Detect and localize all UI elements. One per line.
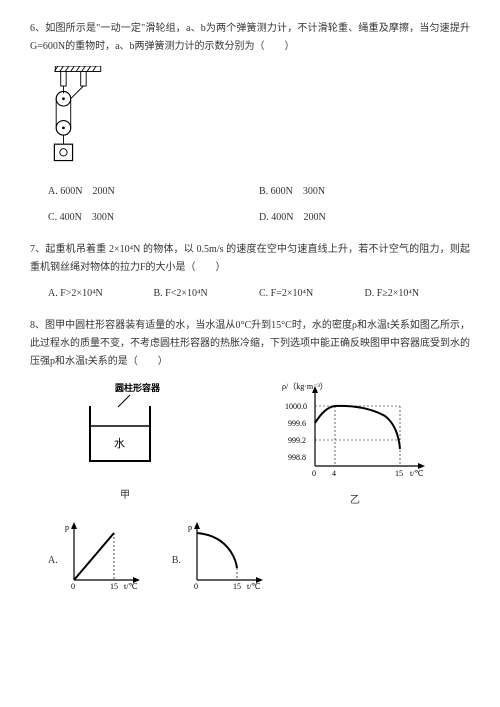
pulley-diagram	[48, 66, 108, 166]
svg-text:0: 0	[71, 582, 75, 590]
water-label: 水	[114, 437, 125, 450]
option-a-graph: p t/℃ 0 15	[62, 520, 142, 590]
q7-option-a: A. F>2×10⁴N	[48, 285, 154, 303]
q7-body: 起重机吊着重 2×10⁴N 的物体，以 0.5m/s 的速度在空中匀速直线上升，…	[30, 244, 470, 273]
svg-text:t/℃: t/℃	[124, 582, 137, 590]
x-15: 15	[395, 469, 403, 478]
y-1000: 1000.0	[285, 402, 307, 411]
question-6: 6、如图所示是"一动一定"滑轮组，a、b为两个弹簧测力计，不计滑轮重、绳重及摩擦…	[30, 20, 470, 227]
q6-option-a: A. 600N 200N	[48, 183, 259, 201]
q8-option-a: A. p t/℃ 0 15	[48, 520, 142, 590]
q6-figure	[48, 66, 470, 173]
option-b-graph: p t/℃ 0 15	[185, 520, 265, 590]
x-4: 4	[332, 469, 336, 478]
q6-option-b: B. 600N 300N	[259, 183, 470, 201]
q7-text: 7、起重机吊着重 2×10⁴N 的物体，以 0.5m/s 的速度在空中匀速直线上…	[30, 241, 470, 277]
y-axis-label: ρ/（kg·m⁻³）	[282, 382, 328, 391]
y-9996: 999.6	[288, 419, 306, 428]
yi-label: 乙	[280, 492, 430, 510]
q7-option-d: D. F≥2×10⁴N	[365, 285, 471, 303]
container-label-text: 圆柱形容器	[115, 382, 161, 393]
svg-text:0: 0	[194, 582, 198, 590]
svg-text:t/℃: t/℃	[247, 582, 260, 590]
container-diagram: 圆柱形容器 水	[70, 381, 180, 476]
q8-body: 图甲中圆柱形容器装有适量的水，当水温从0°C升到15°C时，水的密度ρ和水温t关…	[30, 320, 470, 367]
opt-b-letter: B.	[172, 552, 181, 570]
q6-options-row2: C. 400N 300N D. 400N 200N	[48, 209, 470, 227]
y-9992: 999.2	[288, 436, 306, 445]
q6-body: 如图所示是"一动一定"滑轮组，a、b为两个弹簧测力计，不计滑轮重、绳重及摩擦，当…	[30, 23, 470, 52]
jia-label: 甲	[70, 487, 180, 505]
q6-options-row1: A. 600N 200N B. 600N 300N	[48, 183, 470, 201]
q7-number: 7、	[30, 244, 45, 255]
q8-sub-options: A. p t/℃ 0 15 B. p t/℃	[48, 520, 470, 590]
svg-text:p: p	[65, 523, 69, 532]
q6-text: 6、如图所示是"一动一定"滑轮组，a、b为两个弹簧测力计，不计滑轮重、绳重及摩擦…	[30, 20, 470, 56]
svg-text:p: p	[188, 523, 192, 532]
q6-option-d: D. 400N 200N	[259, 209, 470, 227]
q6-option-c: C. 400N 300N	[48, 209, 259, 227]
y-9988: 998.8	[288, 453, 306, 462]
question-7: 7、起重机吊着重 2×10⁴N 的物体，以 0.5m/s 的速度在空中匀速直线上…	[30, 241, 470, 303]
q7-option-c: C. F=2×10⁴N	[259, 285, 365, 303]
q8-figures: 圆柱形容器 水 甲 ρ/（kg·m⁻³） 1000.0 999.6	[30, 381, 470, 510]
x-0: 0	[312, 469, 316, 478]
density-graph: ρ/（kg·m⁻³） 1000.0 999.6 999.2 998.8 0 4 …	[280, 381, 430, 481]
opt-a-letter: A.	[48, 552, 58, 570]
fig-yi: ρ/（kg·m⁻³） 1000.0 999.6 999.2 998.8 0 4 …	[280, 381, 430, 510]
q8-number: 8、	[30, 320, 45, 331]
x-axis-label: t/℃	[410, 469, 423, 478]
q7-option-b: B. F<2×10⁴N	[154, 285, 260, 303]
q8-text: 8、图甲中圆柱形容器装有适量的水，当水温从0°C升到15°C时，水的密度ρ和水温…	[30, 317, 470, 371]
q8-option-b: B. p t/℃ 0 15	[172, 520, 265, 590]
fig-jia: 圆柱形容器 水 甲	[70, 381, 180, 510]
question-8: 8、图甲中圆柱形容器装有适量的水，当水温从0°C升到15°C时，水的密度ρ和水温…	[30, 317, 470, 590]
svg-text:15: 15	[233, 582, 241, 590]
q7-options: A. F>2×10⁴N B. F<2×10⁴N C. F=2×10⁴N D. F…	[48, 285, 470, 303]
q6-number: 6、	[30, 23, 45, 34]
svg-text:15: 15	[110, 582, 118, 590]
